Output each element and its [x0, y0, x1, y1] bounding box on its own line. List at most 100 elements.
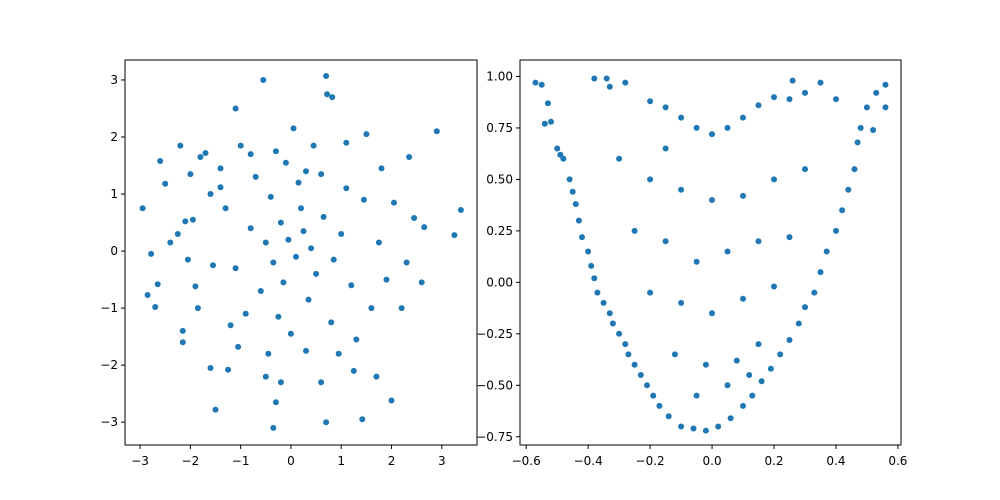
x-tick-label: −0.6	[512, 454, 541, 468]
data-point	[318, 379, 325, 386]
data-point	[647, 289, 654, 296]
data-point	[197, 154, 204, 160]
data-point	[709, 310, 715, 317]
data-point	[755, 102, 762, 109]
data-point	[324, 91, 331, 98]
data-point	[383, 276, 390, 283]
data-point	[603, 75, 610, 82]
data-point	[637, 372, 644, 378]
data-point	[262, 239, 269, 246]
data-point	[625, 351, 632, 358]
data-point	[572, 201, 579, 208]
data-point	[771, 176, 777, 183]
x-tick-label: 2	[388, 454, 396, 468]
data-point	[678, 114, 685, 121]
data-point	[727, 415, 734, 422]
data-point	[247, 151, 254, 158]
data-point	[802, 304, 808, 311]
data-point	[693, 258, 700, 265]
y-tick-label: 2	[110, 130, 118, 144]
data-point	[192, 283, 199, 290]
data-point	[350, 367, 357, 374]
y-tick-label: −2	[100, 358, 118, 372]
data-point	[227, 322, 234, 329]
data-point	[702, 427, 709, 434]
data-point	[662, 104, 669, 111]
data-point	[154, 281, 161, 288]
data-point	[187, 171, 194, 178]
data-point	[873, 89, 880, 96]
data-point	[373, 373, 380, 380]
data-point	[746, 372, 753, 378]
data-point	[709, 131, 715, 138]
data-point	[265, 350, 272, 357]
data-point	[690, 425, 697, 432]
data-point	[222, 205, 229, 212]
data-point	[398, 305, 405, 312]
data-point	[343, 139, 350, 146]
data-point	[575, 217, 582, 224]
data-point	[591, 75, 598, 82]
data-point	[786, 96, 793, 103]
data-point	[845, 186, 852, 193]
data-point	[548, 118, 554, 125]
data-point	[857, 124, 864, 131]
data-point	[167, 239, 174, 246]
data-point	[662, 145, 669, 152]
y-tick-label: 0.00	[486, 275, 513, 289]
data-point	[678, 423, 685, 430]
data-point	[148, 250, 155, 257]
x-tick-label: 0	[287, 454, 295, 468]
data-point	[678, 299, 685, 306]
x-tick-label: 0.2	[764, 454, 783, 468]
data-point	[348, 282, 355, 289]
data-point	[665, 413, 672, 420]
y-tick-label: 1	[110, 187, 118, 201]
data-point	[318, 171, 325, 178]
data-point	[538, 81, 545, 88]
data-point	[277, 219, 284, 226]
data-point	[298, 205, 304, 212]
data-point	[179, 339, 186, 346]
data-point	[378, 165, 385, 172]
data-point	[329, 94, 336, 101]
data-point	[566, 176, 573, 183]
data-point	[811, 289, 818, 296]
y-tick-label: −3	[100, 415, 118, 429]
data-point	[282, 159, 289, 166]
data-point	[702, 361, 709, 368]
data-point	[662, 238, 669, 245]
x-tick-label: −1	[232, 454, 250, 468]
data-point	[330, 256, 337, 263]
axes-frame	[519, 59, 902, 446]
data-point	[257, 288, 264, 294]
data-point	[644, 382, 650, 389]
data-point	[210, 262, 216, 269]
data-point	[272, 399, 279, 406]
data-point	[863, 104, 870, 111]
data-point	[671, 351, 678, 358]
y-tick-label: −0.50	[476, 378, 513, 392]
data-point	[144, 292, 151, 298]
data-point	[433, 128, 440, 135]
data-point	[310, 142, 317, 149]
y-tick-label: −0.25	[476, 327, 513, 341]
data-point	[833, 227, 839, 234]
x-tick-label: 0.0	[703, 454, 722, 468]
data-point	[851, 166, 858, 173]
data-point	[532, 79, 539, 86]
data-point	[823, 248, 830, 255]
data-point	[817, 79, 824, 86]
axes-frame	[124, 59, 478, 446]
data-point	[406, 154, 413, 160]
data-point	[740, 402, 746, 409]
data-point	[588, 262, 595, 269]
x-tick-label: −0.2	[636, 454, 665, 468]
data-point	[280, 279, 287, 286]
data-point	[194, 305, 201, 312]
data-point	[647, 176, 654, 183]
data-point	[579, 234, 585, 241]
data-point	[225, 366, 232, 373]
data-point	[189, 216, 196, 223]
